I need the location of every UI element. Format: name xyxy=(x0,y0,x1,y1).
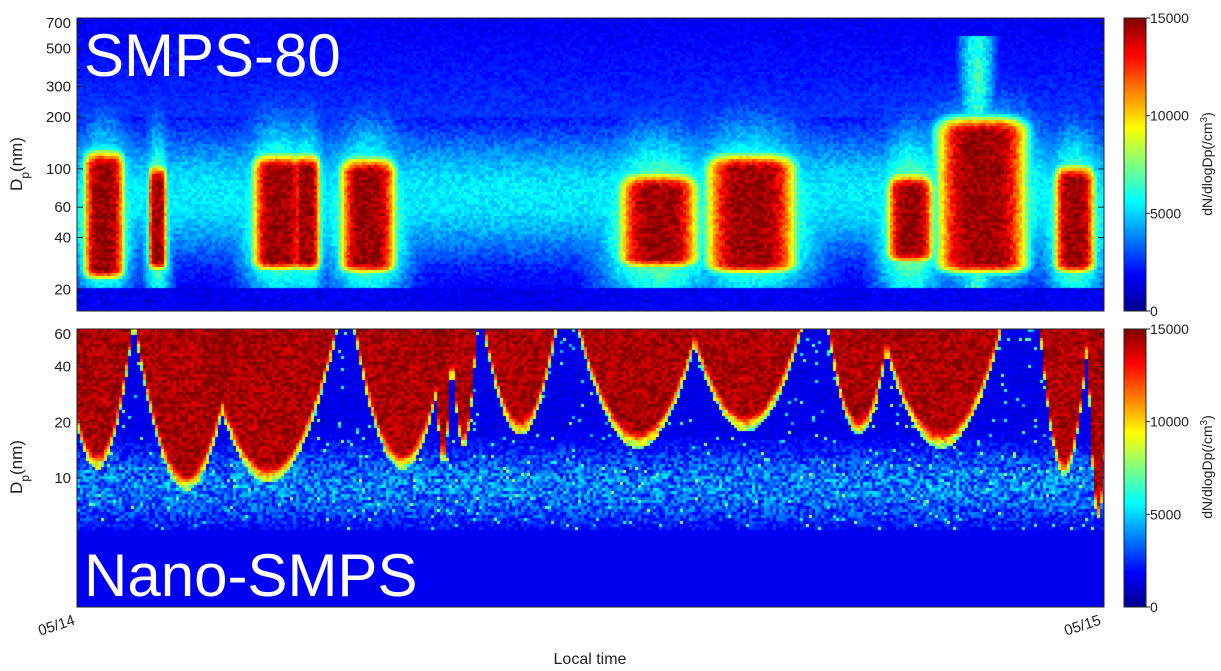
y-tick-label: 300 xyxy=(46,79,71,96)
x-tick-label-start: 05/14 xyxy=(36,612,77,640)
y-tick-label: 500 xyxy=(46,40,71,57)
colorbar-tick-label: 10000 xyxy=(1150,414,1189,430)
colorbar-tick-label: 0 xyxy=(1150,303,1158,319)
panel-label: Nano-SMPS xyxy=(84,542,417,609)
heatmap-canvas xyxy=(77,329,1104,607)
y-tick-label: 40 xyxy=(54,230,71,247)
heatmap-plot-area xyxy=(77,329,1104,607)
colorbar-tick-label: 15000 xyxy=(1150,10,1189,26)
colorbar-label: dN/dlogDp(/cm3) xyxy=(1199,112,1216,216)
axes-frame xyxy=(76,17,1105,312)
panel-nano-smps: 10 20 40 60 Nano-SMPS Dp(nm) 0 5000 10000 1500… xyxy=(7,321,1215,615)
y-axis-label: Dp(nm) xyxy=(7,137,32,191)
y-axis: 20 40 60 100 200 300 500 700 xyxy=(46,15,1104,298)
y-tick-label: 20 xyxy=(54,281,71,298)
colorbar-tick-label: 5000 xyxy=(1150,205,1181,221)
y-tick-label: 700 xyxy=(46,15,71,32)
y-tick-label: 60 xyxy=(54,199,71,216)
colorbar-tick-label: 10000 xyxy=(1150,108,1189,124)
y-tick-label: 100 xyxy=(46,161,71,178)
colorbar-tick-label: 5000 xyxy=(1150,506,1181,522)
y-tick-label: 40 xyxy=(54,359,71,376)
y-tick-label: 20 xyxy=(54,414,71,431)
y-axis: 10 20 40 60 xyxy=(54,326,1104,487)
x-tick-label-end: 05/15 xyxy=(1062,612,1103,640)
colorbar xyxy=(1123,17,1147,312)
heatmap-canvas xyxy=(77,18,1104,311)
heatmap-plot-area xyxy=(77,18,1104,311)
colorbar-tick-label: 0 xyxy=(1150,599,1158,615)
colorbar-ticks: 0 5000 10000 15000 xyxy=(1146,10,1189,319)
panel-label: SMPS-80 xyxy=(84,22,341,89)
x-axis-label: Local time xyxy=(554,651,627,668)
y-tick-label: 10 xyxy=(54,470,71,487)
axes-frame xyxy=(76,328,1105,608)
colorbar-tick-label: 15000 xyxy=(1150,321,1189,337)
y-tick-label: 200 xyxy=(46,109,71,126)
y-tick-label: 60 xyxy=(54,326,71,343)
colorbar-ticks: 0 5000 10000 15000 xyxy=(1146,321,1189,615)
colorbar-label: dN/dlogDp(/cm3) xyxy=(1199,415,1216,519)
panel-smps-80: 20 40 60 100 200 300 500 700 SMPS-80 Dp(nm) 0 50… xyxy=(7,10,1215,319)
y-axis-label: Dp(nm) xyxy=(7,440,32,494)
colorbar xyxy=(1123,328,1147,608)
